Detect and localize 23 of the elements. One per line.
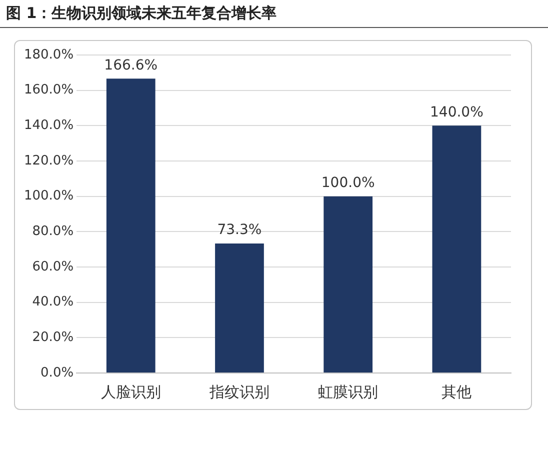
data-label: 100.0% (321, 174, 375, 191)
bar (432, 126, 482, 372)
data-label: 73.3% (217, 222, 262, 238)
y-tick-label: 20.0% (32, 330, 74, 346)
y-tick-label: 120.0% (24, 153, 74, 168)
data-label: 166.6% (104, 57, 158, 74)
y-tick-label: 180.0% (24, 47, 74, 62)
bar (215, 244, 264, 372)
y-tick-label: 40.0% (32, 294, 74, 310)
y-tick-label: 0.0% (40, 365, 74, 380)
data-label: 140.0% (430, 104, 484, 120)
x-tick-label: 其他 (442, 382, 472, 401)
bar (324, 196, 373, 372)
x-tick-label: 虹膜识别 (318, 382, 378, 401)
y-tick-label: 100.0% (24, 188, 74, 204)
y-tick-label: 60.0% (32, 259, 74, 274)
y-tick-label: 80.0% (32, 224, 74, 240)
x-tick-label: 指纹识别 (208, 382, 270, 401)
x-tick-label: 人脸识别 (100, 382, 161, 401)
chart-title: 图 1：生物识别领域未来五年复合增长率 (6, 4, 277, 23)
bar (106, 78, 156, 372)
y-tick-label: 140.0% (24, 118, 74, 134)
y-tick-label: 160.0% (24, 82, 74, 98)
